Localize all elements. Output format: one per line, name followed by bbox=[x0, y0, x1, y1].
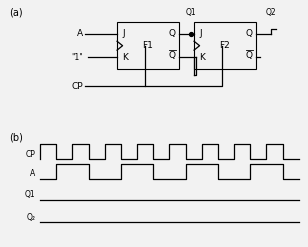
Text: Q1: Q1 bbox=[25, 190, 35, 199]
Text: Q: Q bbox=[169, 51, 176, 60]
Text: J: J bbox=[200, 29, 202, 39]
Text: "1": "1" bbox=[71, 53, 83, 62]
Text: (b): (b) bbox=[9, 132, 23, 142]
Text: A: A bbox=[30, 169, 35, 178]
Text: Q: Q bbox=[246, 29, 253, 39]
Text: F2: F2 bbox=[220, 41, 230, 50]
Text: Q: Q bbox=[169, 29, 176, 39]
Text: CP: CP bbox=[26, 150, 35, 159]
Text: Q1: Q1 bbox=[186, 8, 196, 17]
Bar bbox=[117, 22, 179, 69]
Text: A: A bbox=[77, 29, 83, 39]
Text: (a): (a) bbox=[9, 7, 23, 17]
Text: K: K bbox=[123, 53, 128, 62]
Text: F1: F1 bbox=[142, 41, 153, 50]
Text: Q2: Q2 bbox=[266, 8, 276, 17]
Text: K: K bbox=[200, 53, 205, 62]
Text: Q: Q bbox=[246, 51, 253, 60]
Text: J: J bbox=[123, 29, 125, 39]
Text: Q₂: Q₂ bbox=[26, 213, 35, 222]
Text: CP: CP bbox=[71, 82, 83, 91]
Bar bbox=[194, 22, 256, 69]
